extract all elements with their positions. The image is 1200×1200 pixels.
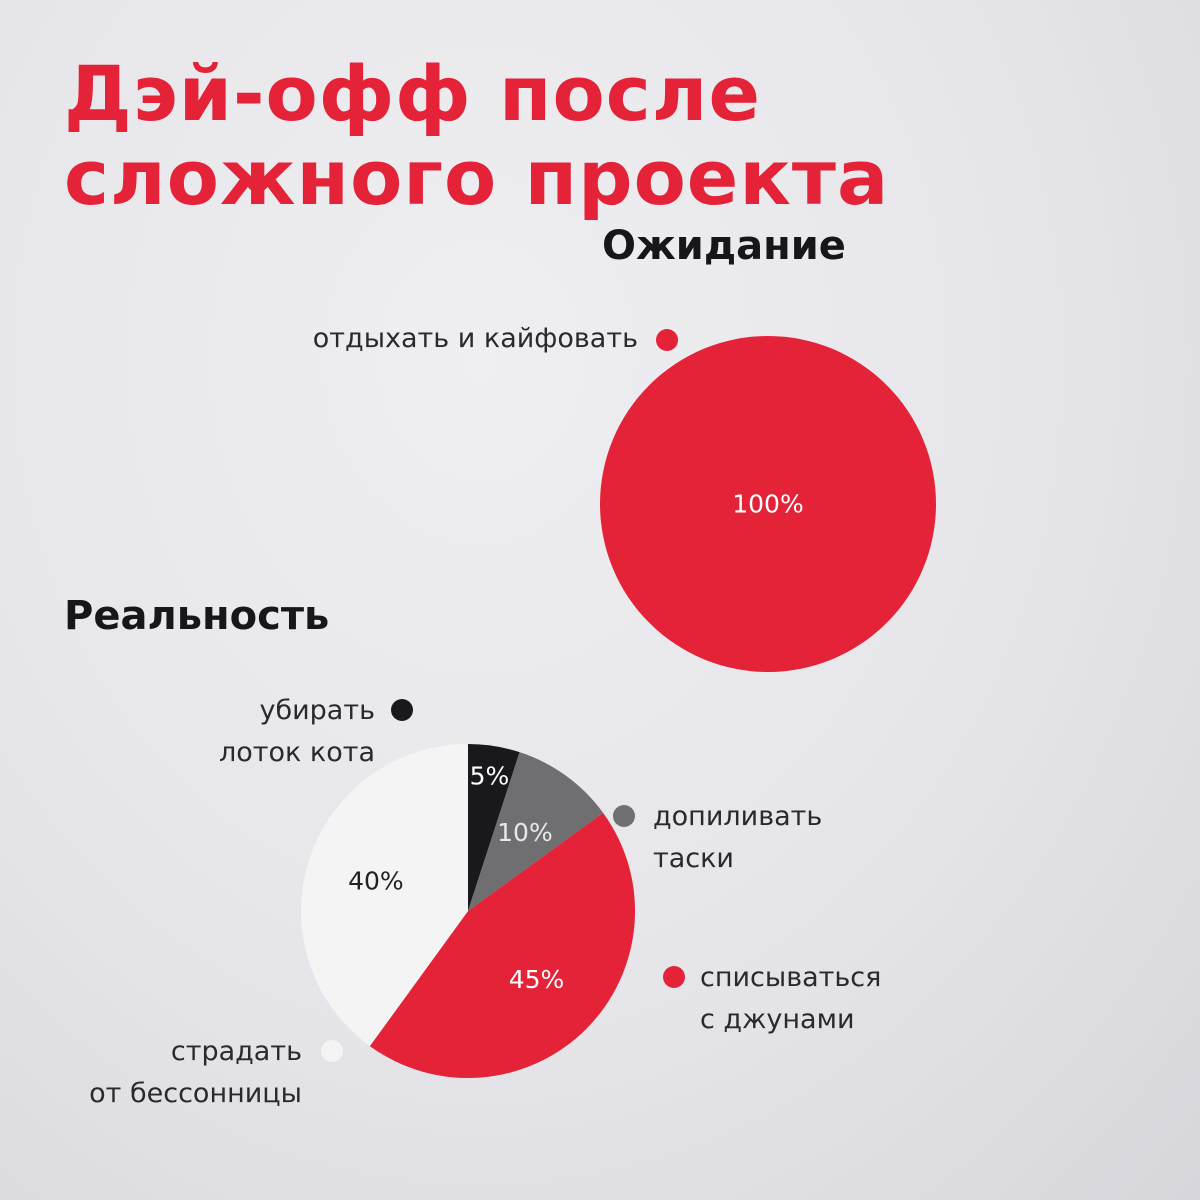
legend-tasks-line-2: таски (653, 843, 734, 874)
pie-slice-cat-litter (468, 744, 520, 911)
legend-cat-litter: убирать лоток кота (219, 690, 375, 774)
pie-value-label-cat-litter: 5% (470, 761, 510, 790)
page-title: Дэй-офф после сложного проекта (64, 52, 889, 220)
pie-slice-juniors (369, 812, 636, 1079)
legend-juniors-line-1: списываться (700, 962, 882, 993)
legend-cat-litter-line-2: лоток кота (218, 737, 375, 768)
pie-value-label-relax: 100% (732, 490, 803, 519)
legend-relax: отдыхать и кайфовать (313, 318, 638, 360)
expectation-pie: 100% (600, 336, 936, 672)
pie-value-label-tasks: 10% (497, 818, 553, 847)
legend-cat-litter-line-1: убирать (259, 695, 375, 726)
legend-insomnia: страдать от бессонницы (89, 1031, 302, 1115)
legend-juniors-line-2: с джунами (700, 1004, 855, 1035)
legend-relax-label: отдыхать и кайфовать (312, 323, 638, 354)
legend-relax-dot (656, 329, 678, 351)
reality-pie: 5% 10% 45% 40% (300, 744, 636, 1079)
legend-tasks-line-1: допиливать (653, 801, 823, 832)
legend-tasks-dot (613, 805, 635, 827)
legend-insomnia-line-2: от бессонницы (89, 1078, 302, 1109)
legend-juniors-dot (663, 966, 685, 988)
legend-tasks: допиливать таски (653, 796, 822, 880)
title-line-1: Дэй-офф после (64, 49, 761, 138)
title-line-2: сложного проекта (64, 133, 890, 222)
expectation-heading: Ожидание (602, 223, 846, 269)
pie-value-label-insomnia: 40% (348, 867, 404, 896)
pie-value-label-juniors: 45% (509, 965, 565, 994)
pie-slice-relax (600, 336, 936, 672)
legend-insomnia-line-1: страдать (170, 1036, 302, 1067)
legend-cat-litter-dot (391, 699, 413, 721)
pie-slice-insomnia (300, 744, 468, 1047)
legend-insomnia-dot (321, 1040, 343, 1062)
reality-heading: Реальность (64, 593, 330, 639)
pie-slice-tasks (468, 752, 604, 911)
legend-juniors: списываться с джунами (700, 957, 881, 1041)
